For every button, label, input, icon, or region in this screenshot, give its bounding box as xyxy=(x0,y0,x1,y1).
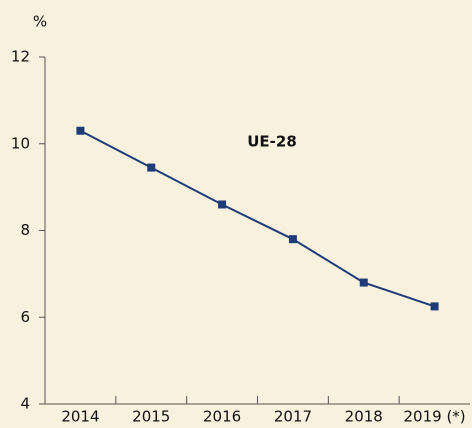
marker xyxy=(147,163,156,172)
x-tick-label: 2018 xyxy=(345,408,383,426)
y-tick-label: 6 xyxy=(20,308,30,326)
y-tick-label: 12 xyxy=(11,48,30,66)
x-tick-label: 2019 (*) xyxy=(404,408,466,426)
line xyxy=(79,129,435,308)
x-tick-label: 2016 xyxy=(203,408,241,426)
annotation: UE-28 xyxy=(247,133,297,151)
marker xyxy=(288,235,297,244)
x-tick-label: 2014 xyxy=(61,408,99,426)
y-tick-label: 8 xyxy=(20,221,30,239)
marker xyxy=(218,200,227,209)
marker xyxy=(359,278,368,287)
x-tick-label: 2017 xyxy=(274,408,312,426)
y-axis-label: % xyxy=(33,13,47,31)
marker xyxy=(430,302,439,311)
y-tick-label: 4 xyxy=(20,395,30,413)
x-tick-label: 2015 xyxy=(132,408,170,426)
y-tick-label: 10 xyxy=(11,134,30,152)
marker xyxy=(76,126,85,135)
